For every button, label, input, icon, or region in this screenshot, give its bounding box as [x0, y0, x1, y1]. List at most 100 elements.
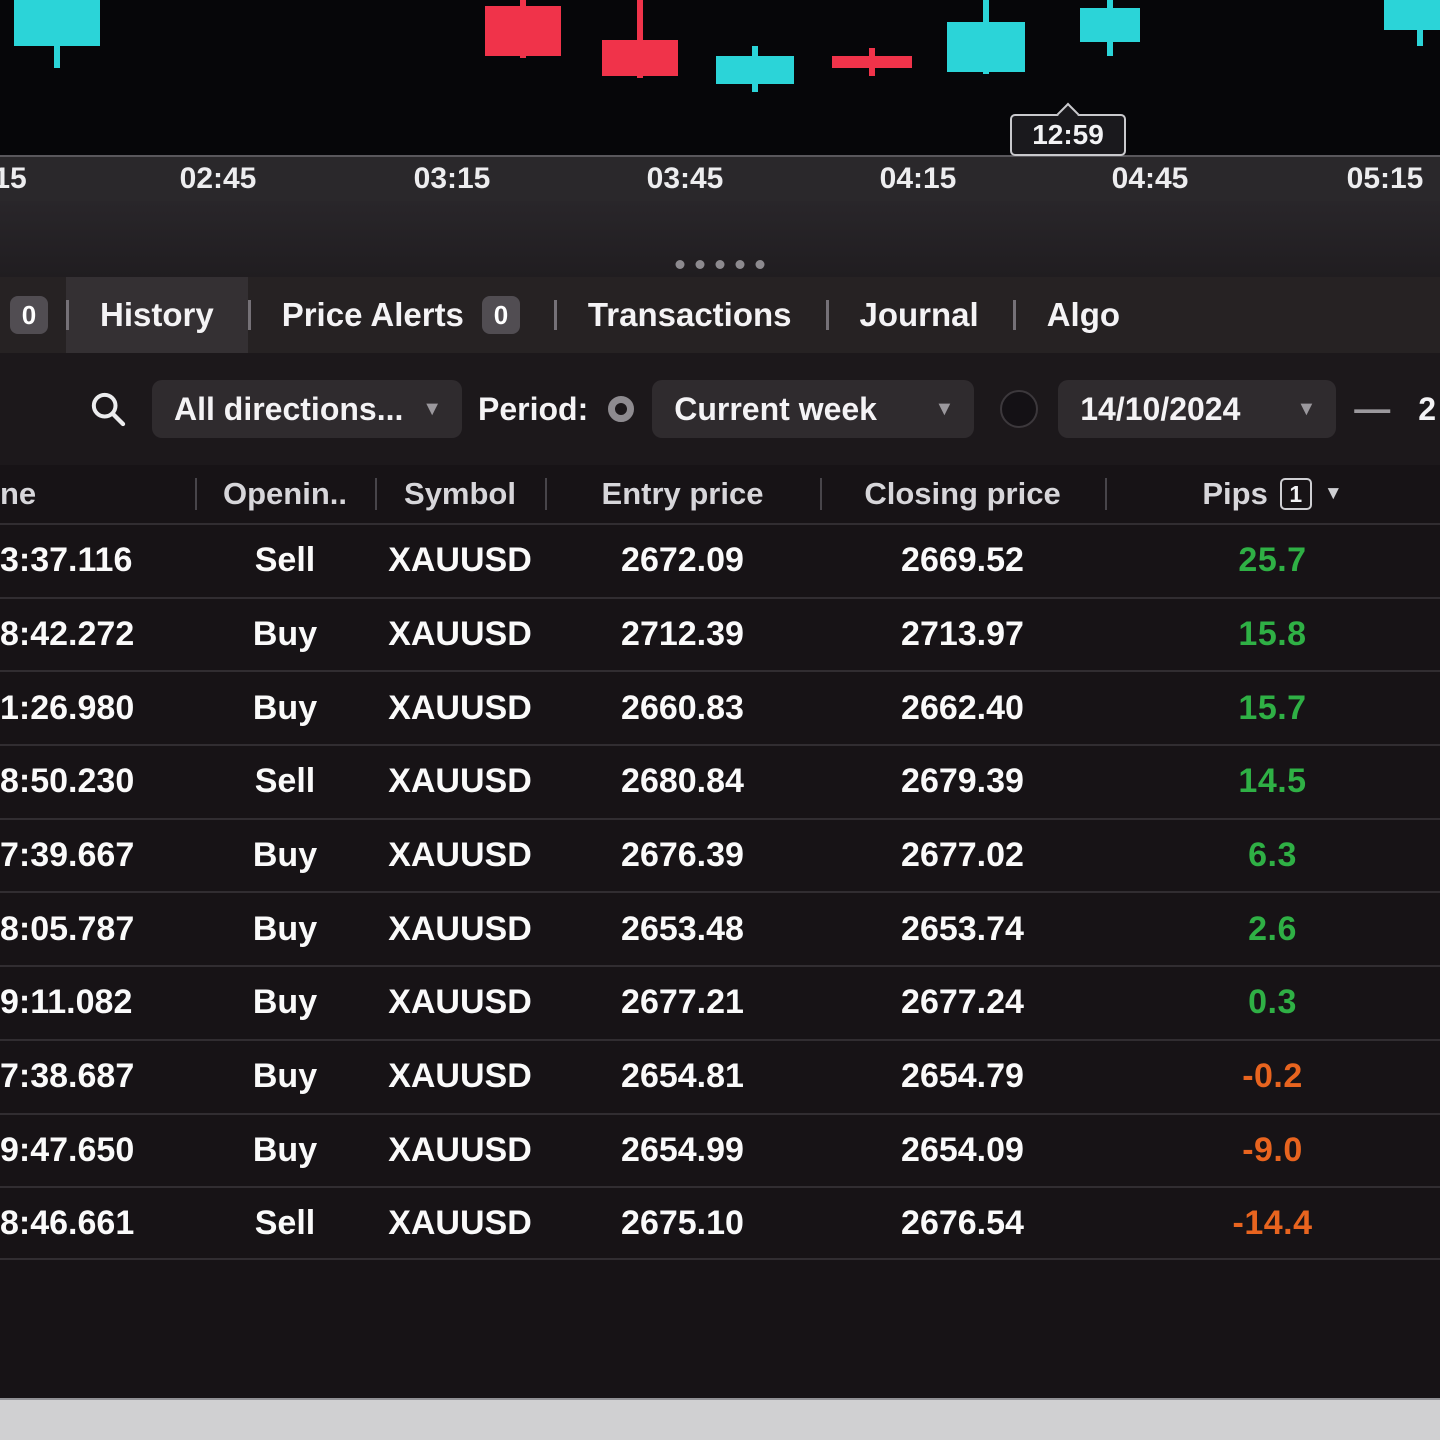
cell-direction: Buy [252, 1130, 318, 1169]
table-row[interactable]: 8:46.661 Sell XAUUSD 2675.10 2676.54 -14… [0, 1186, 1440, 1260]
candlestick-chart[interactable]: 12:59 [0, 0, 1440, 156]
period-radio-icon[interactable] [608, 396, 635, 422]
period-dropdown[interactable]: Current week ▼ [652, 380, 975, 438]
panel-resize-area [0, 201, 1440, 277]
cell-closing-time: 8:42.272 [0, 615, 135, 654]
time-axis[interactable]: 15 02:45 03:15 03:45 04:15 04:45 05:15 [0, 155, 1440, 201]
chevron-down-icon: ▼ [1296, 397, 1317, 420]
cell-symbol: XAUUSD [388, 615, 532, 654]
tab-label: Price Alerts [281, 296, 464, 333]
time-axis-tick: 03:15 [413, 162, 491, 195]
tab-history[interactable]: History [66, 277, 248, 353]
bottom-system-strip [0, 1398, 1440, 1440]
table-row[interactable]: 7:38.687 Buy XAUUSD 2654.81 2654.79 -0.2 [0, 1038, 1440, 1113]
cell-symbol: XAUUSD [388, 541, 532, 580]
candle-up [14, 0, 100, 155]
cell-symbol: XAUUSD [388, 983, 532, 1022]
col-closing-price[interactable]: Closing price [820, 476, 1105, 512]
cell-direction: Buy [252, 983, 318, 1022]
cell-direction: Sell [254, 541, 316, 580]
cell-pips: 0.3 [1248, 983, 1297, 1022]
col-closing-time[interactable]: ne [0, 476, 37, 511]
table-row[interactable]: 9:11.082 Buy XAUUSD 2677.21 2677.24 0.3 [0, 965, 1440, 1039]
tab-label: History [100, 296, 214, 333]
date-range-toggle-icon[interactable] [1000, 390, 1039, 428]
table-row[interactable]: 8:05.787 Buy XAUUSD 2653.48 2653.74 2.6 [0, 891, 1440, 965]
date-range-dash: — [1354, 388, 1391, 429]
cell-entry-price: 2675.10 [621, 1203, 744, 1242]
table-row[interactable]: 7:39.667 Buy XAUUSD 2676.39 2677.02 6.3 [0, 817, 1440, 892]
time-axis-tick: 04:45 [1111, 162, 1189, 195]
cell-direction: Sell [254, 762, 316, 801]
tab-transactions[interactable]: Transactions [554, 277, 826, 353]
history-table-header: ne Openin.. Symbol Entry price Closing p… [0, 465, 1440, 523]
tab-positions-partial[interactable]: 0 [0, 277, 66, 353]
cell-symbol: XAUUSD [388, 909, 532, 948]
cell-closing-time: 1:26.980 [0, 688, 135, 727]
col-symbol[interactable]: Symbol [375, 476, 545, 512]
table-row[interactable]: 1:26.980 Buy XAUUSD 2660.83 2662.40 15.7 [0, 670, 1440, 744]
cell-entry-price: 2653.48 [621, 909, 744, 948]
table-row[interactable]: 9:47.650 Buy XAUUSD 2654.99 2654.09 -9.0 [0, 1112, 1440, 1187]
cell-closing-time: 7:38.687 [0, 1057, 135, 1096]
cell-closing-price: 2654.79 [901, 1057, 1024, 1096]
cell-direction: Buy [252, 615, 318, 654]
resize-handle-icon[interactable] [675, 260, 765, 269]
tab-label: Transactions [587, 296, 792, 333]
period-dropdown-value: Current week [674, 390, 877, 427]
cell-closing-price: 2679.39 [901, 762, 1024, 801]
time-axis-tick: 04:15 [879, 162, 957, 195]
cell-direction: Sell [254, 1203, 316, 1242]
col-pips[interactable]: Pips 1 ▼ [1105, 476, 1440, 512]
cell-pips: 25.7 [1238, 541, 1307, 580]
time-axis-tick: 05:15 [1346, 162, 1424, 195]
cell-entry-price: 2660.83 [621, 688, 744, 727]
cell-direction: Buy [252, 909, 318, 948]
cell-pips: 15.8 [1238, 615, 1307, 654]
directions-dropdown[interactable]: All directions... ▼ [152, 380, 462, 438]
cell-closing-price: 2677.24 [901, 983, 1024, 1022]
cell-symbol: XAUUSD [388, 1057, 532, 1096]
cell-direction: Buy [252, 836, 318, 875]
date-to-partial[interactable]: 2 [1418, 390, 1437, 427]
tab-price-alerts[interactable]: Price Alerts 0 [248, 277, 554, 353]
sort-direction-icon[interactable]: ▼ [1323, 483, 1343, 504]
cell-entry-price: 2676.39 [621, 836, 744, 875]
cell-entry-price: 2712.39 [621, 615, 744, 654]
table-row[interactable]: 8:50.230 Sell XAUUSD 2680.84 2679.39 14.… [0, 744, 1440, 818]
cell-closing-price: 2669.52 [901, 541, 1024, 580]
table-row[interactable]: 3:37.116 Sell XAUUSD 2672.09 2669.52 25.… [0, 523, 1440, 597]
cell-closing-time: 8:46.661 [0, 1203, 135, 1242]
chevron-down-icon: ▼ [934, 397, 955, 420]
date-from-field[interactable]: 14/10/2024 ▼ [1058, 380, 1337, 438]
pips-sort-order-badge: 1 [1279, 478, 1312, 510]
tab-algo[interactable]: Algo [1013, 277, 1154, 353]
col-direction[interactable]: Openin.. [195, 476, 375, 512]
tab-label: Journal [859, 296, 979, 333]
cell-closing-time: 8:05.787 [0, 909, 135, 948]
tab-journal[interactable]: Journal [826, 277, 1013, 353]
cell-pips: -9.0 [1242, 1130, 1303, 1169]
cell-symbol: XAUUSD [388, 762, 532, 801]
cell-entry-price: 2677.21 [621, 983, 744, 1022]
cell-entry-price: 2654.81 [621, 1057, 744, 1096]
cell-pips: 6.3 [1248, 836, 1297, 875]
col-entry-price[interactable]: Entry price [545, 476, 820, 512]
search-icon[interactable] [88, 389, 128, 429]
cell-entry-price: 2654.99 [621, 1130, 744, 1169]
cell-closing-time: 7:39.667 [0, 836, 135, 875]
cell-direction: Buy [252, 1057, 318, 1096]
cell-closing-price: 2653.74 [901, 909, 1024, 948]
cell-symbol: XAUUSD [388, 1203, 532, 1242]
cell-symbol: XAUUSD [388, 688, 532, 727]
cell-direction: Buy [252, 688, 318, 727]
cell-symbol: XAUUSD [388, 836, 532, 875]
cell-symbol: XAUUSD [388, 1130, 532, 1169]
candle-down [602, 0, 678, 155]
table-row[interactable]: 8:42.272 Buy XAUUSD 2712.39 2713.97 15.8 [0, 596, 1440, 671]
cell-pips: 2.6 [1248, 909, 1297, 948]
cell-closing-price: 2677.02 [901, 836, 1024, 875]
candle-up [1080, 0, 1140, 155]
cell-closing-price: 2676.54 [901, 1203, 1024, 1242]
